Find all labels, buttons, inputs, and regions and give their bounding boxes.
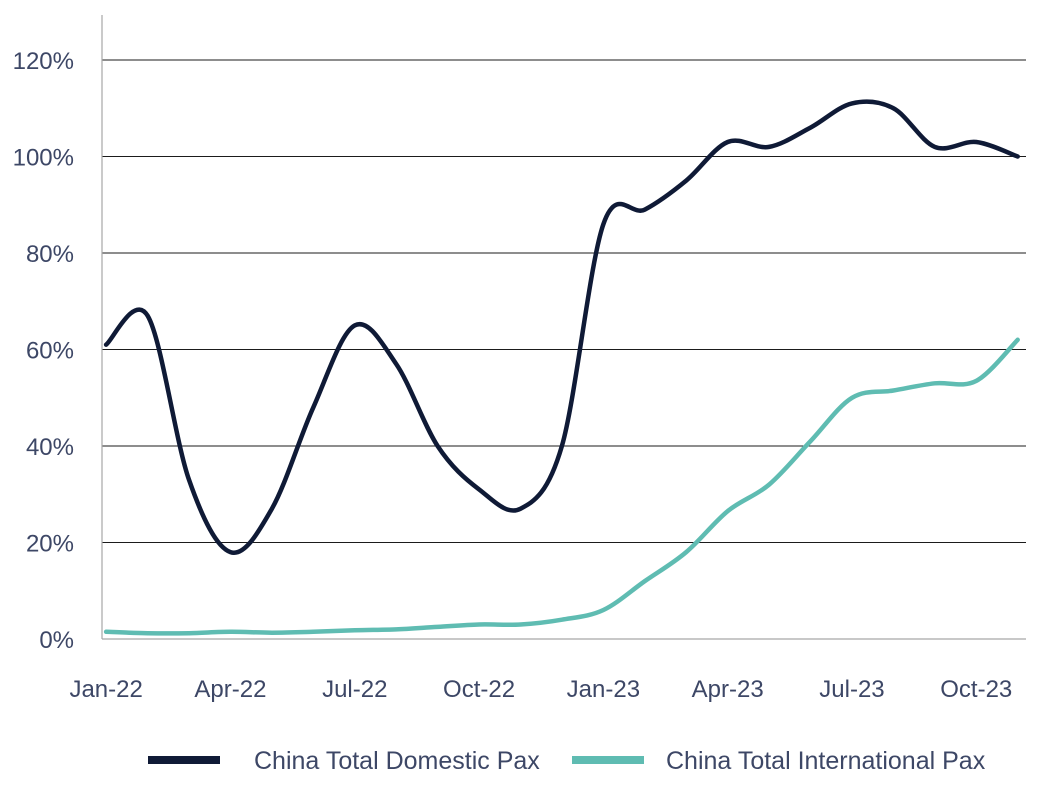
series-line-international: [103, 337, 1020, 636]
legend: China Total Domestic Pax China Total Inte…: [148, 747, 986, 775]
gridlines: [102, 59, 1026, 543]
x-tick-label: Jan-22: [69, 676, 142, 703]
x-tick-label: Oct-23: [940, 676, 1012, 703]
x-tick-label: Jul-22: [322, 676, 387, 703]
y-tick-label: 100%: [13, 145, 74, 172]
x-tick-label: Oct-22: [443, 676, 515, 703]
x-tick-label: Jan-23: [567, 676, 640, 703]
x-axis-tick-labels: Jan-22 Apr-22 Jul-22 Oct-22 Jan-23 Apr-23 Jul-…: [69, 676, 1012, 703]
x-tick-label: Jul-23: [819, 676, 884, 703]
y-tick-label: 0%: [39, 627, 74, 654]
axes: [101, 15, 1026, 640]
y-tick-label: 60%: [26, 338, 74, 365]
y-tick-label: 40%: [26, 434, 74, 461]
legend-label: China Total Domestic Pax: [254, 747, 540, 775]
x-tick-label: Apr-23: [692, 676, 764, 703]
legend-label: China Total International Pax: [666, 747, 986, 775]
y-tick-label: 80%: [26, 241, 74, 268]
x-tick-label: Apr-22: [194, 676, 266, 703]
y-tick-label: 120%: [13, 48, 74, 75]
series-line-domestic: [103, 99, 1020, 555]
y-axis-tick-labels: 0% 20% 40% 60% 80% 100% 120%: [13, 48, 74, 654]
y-tick-label: 20%: [26, 531, 74, 558]
series-lines: [103, 99, 1020, 636]
